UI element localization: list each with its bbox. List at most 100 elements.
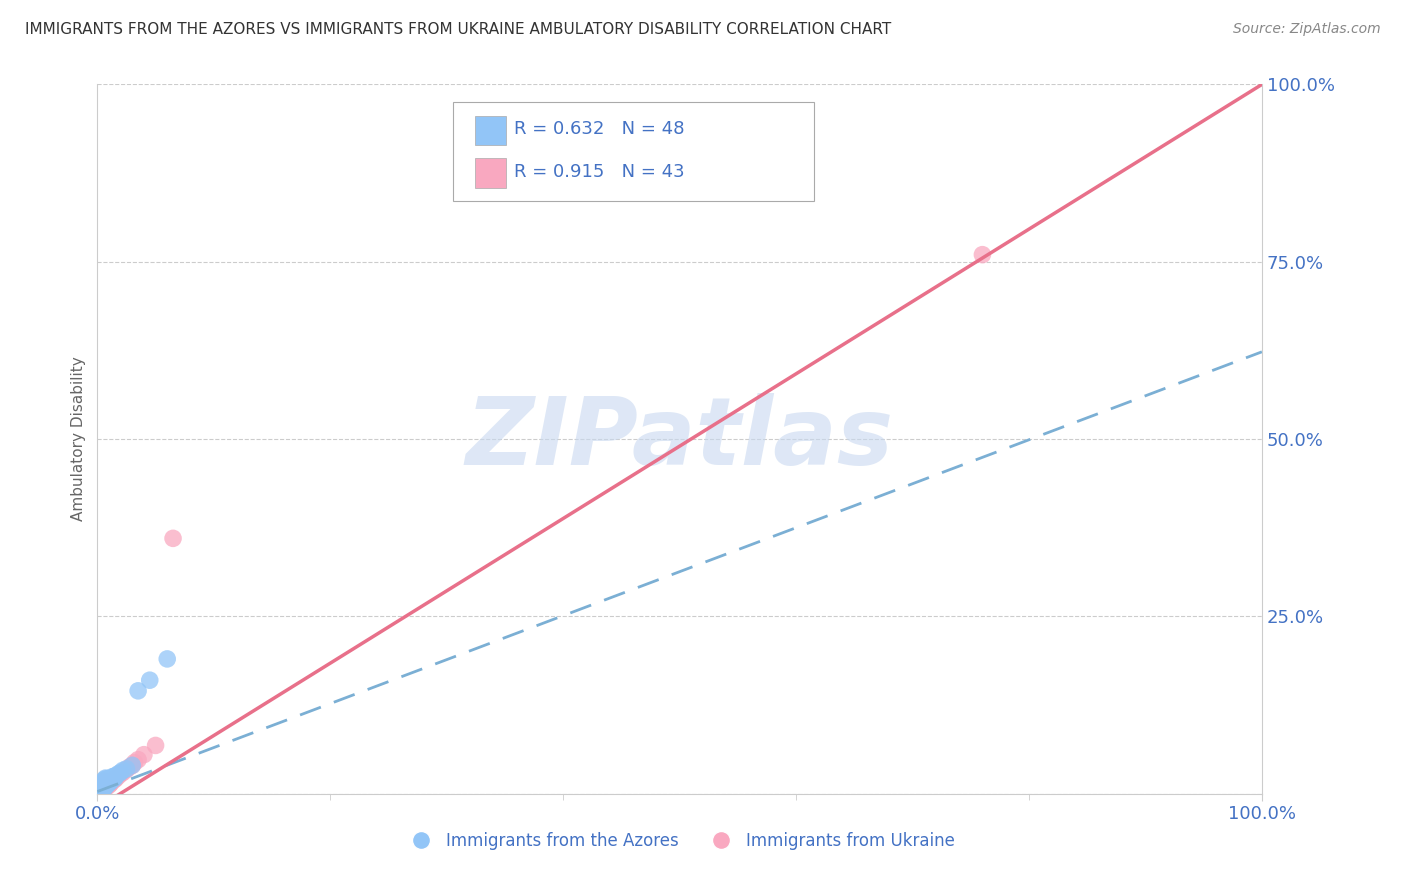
Point [97, 776, 120, 790]
Point [145, 739, 167, 753]
Point [127, 753, 149, 767]
Point [100, 775, 122, 789]
Point [98, 776, 121, 790]
Point [139, 673, 162, 688]
Point [98, 773, 121, 788]
Point [111, 765, 134, 780]
Point [118, 760, 141, 774]
Text: IMMIGRANTS FROM THE AZORES VS IMMIGRANTS FROM UKRAINE AMBULATORY DISABILITY CORR: IMMIGRANTS FROM THE AZORES VS IMMIGRANTS… [25, 22, 891, 37]
Point [94, 771, 117, 785]
Point [94, 773, 117, 788]
Point [93, 777, 115, 791]
Point [107, 767, 129, 781]
Point [93, 782, 115, 797]
Point [115, 763, 138, 777]
Point [127, 683, 149, 698]
Point [101, 772, 124, 787]
Point [93, 772, 115, 787]
Point [93, 776, 115, 790]
Point [101, 770, 124, 784]
Point [93, 780, 115, 795]
Point [111, 764, 134, 778]
FancyBboxPatch shape [475, 116, 506, 145]
Point [96, 778, 118, 792]
Text: Source: ZipAtlas.com: Source: ZipAtlas.com [1233, 22, 1381, 37]
Point [104, 769, 127, 783]
Point [96, 777, 118, 791]
Point [94, 774, 117, 789]
Point [104, 769, 127, 783]
Point [104, 771, 127, 785]
Legend: Immigrants from the Azores, Immigrants from Ukraine: Immigrants from the Azores, Immigrants f… [398, 825, 962, 856]
Point [94, 780, 117, 794]
Point [91, 780, 114, 794]
Point [91, 783, 114, 797]
Point [93, 774, 115, 789]
Point [103, 771, 125, 785]
Point [104, 772, 127, 787]
Point [98, 777, 121, 791]
Point [89, 785, 111, 799]
Point [91, 779, 114, 793]
Point [89, 784, 111, 798]
Point [121, 758, 143, 772]
Point [90, 780, 112, 795]
Y-axis label: Ambulatory Disability: Ambulatory Disability [72, 357, 86, 522]
Point [91, 781, 114, 796]
Point [91, 784, 114, 798]
Point [98, 775, 121, 789]
Text: ZIPatlas: ZIPatlas [465, 393, 894, 485]
Point [97, 777, 120, 791]
Point [97, 778, 120, 792]
Point [94, 777, 117, 791]
Point [98, 772, 121, 786]
Point [101, 773, 124, 788]
Point [93, 780, 115, 795]
Point [93, 779, 115, 793]
Point [91, 780, 114, 795]
Point [93, 778, 115, 792]
Point [94, 780, 117, 795]
Point [91, 780, 114, 794]
Point [162, 532, 184, 546]
Point [100, 771, 122, 785]
Point [104, 771, 127, 785]
Point [98, 772, 121, 787]
Point [156, 652, 179, 666]
Point [94, 777, 117, 791]
Point [96, 775, 118, 789]
Point [91, 781, 114, 796]
Point [90, 784, 112, 798]
Point [121, 758, 143, 772]
Point [96, 776, 118, 790]
Point [90, 782, 112, 797]
Point [91, 775, 114, 789]
Text: R = 0.915   N = 43: R = 0.915 N = 43 [515, 162, 685, 181]
Point [94, 775, 117, 789]
FancyBboxPatch shape [453, 103, 814, 202]
Point [110, 767, 132, 781]
FancyBboxPatch shape [475, 158, 506, 188]
Point [107, 769, 129, 783]
Point [96, 780, 118, 794]
Point [132, 747, 155, 762]
Point [98, 774, 121, 789]
Point [124, 756, 146, 770]
Point [96, 772, 118, 786]
Point [97, 772, 120, 787]
Point [110, 765, 132, 780]
Point [94, 779, 117, 793]
Point [91, 778, 114, 792]
Point [91, 780, 114, 795]
Point [96, 773, 118, 788]
Point [93, 773, 115, 788]
Point [98, 778, 121, 792]
Point [91, 777, 114, 791]
Point [972, 247, 994, 261]
Point [100, 773, 122, 788]
Point [91, 777, 114, 791]
Point [90, 783, 112, 797]
Text: R = 0.632   N = 48: R = 0.632 N = 48 [515, 120, 685, 138]
Point [97, 774, 120, 789]
Point [115, 762, 138, 776]
